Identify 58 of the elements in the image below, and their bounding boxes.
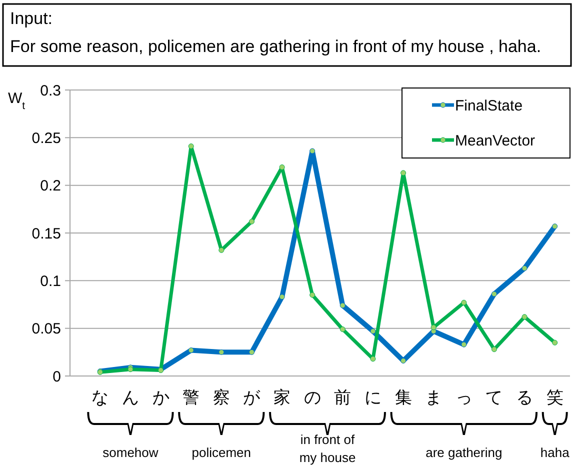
point	[491, 291, 497, 297]
point	[370, 328, 376, 334]
x-tick-label: て	[486, 388, 503, 407]
x-tick-label: の	[304, 388, 321, 407]
x-tick-label: っ	[455, 388, 472, 407]
point	[248, 349, 254, 355]
point	[340, 326, 346, 332]
text: somehow	[102, 445, 159, 460]
point	[400, 170, 406, 176]
y-axis-title: W$_{t}$	[8, 90, 26, 112]
x-tick-label: 集	[394, 388, 412, 407]
point	[248, 218, 254, 224]
y-tick-label: 0	[52, 368, 61, 386]
text: are gathering	[426, 445, 502, 460]
x-tick-label: な	[92, 388, 109, 407]
point	[310, 148, 316, 154]
point	[310, 292, 316, 298]
x-tick-label: 警	[182, 388, 200, 407]
x-tick-label: が	[243, 388, 262, 407]
text: haha	[540, 445, 570, 460]
point	[430, 324, 436, 330]
y-tick-label: 0.25	[32, 130, 61, 147]
text: in front of my house	[299, 432, 356, 465]
point	[370, 356, 376, 362]
x-tick-label: か	[152, 388, 170, 407]
x-tick-label: ま	[425, 388, 442, 407]
chart-title: Input:	[10, 9, 53, 28]
x-tick-label: 家	[274, 388, 291, 407]
point	[279, 294, 285, 300]
point	[552, 224, 558, 230]
point	[218, 349, 224, 355]
text: policemen	[192, 445, 252, 460]
point	[461, 342, 467, 348]
point	[188, 143, 194, 150]
y-tick-label: 0.15	[32, 225, 61, 242]
legend-label: MeanVector	[455, 132, 536, 150]
point	[491, 346, 497, 352]
y-tick-label: 0.2	[40, 178, 61, 195]
x-tick-label: 察	[212, 388, 230, 407]
point	[400, 358, 406, 364]
point	[279, 164, 285, 170]
point	[188, 347, 194, 354]
x-tick-label: る	[516, 388, 534, 407]
point	[522, 314, 528, 320]
point	[552, 340, 558, 346]
point	[461, 300, 467, 306]
point	[218, 247, 224, 253]
point	[340, 302, 346, 308]
x-tick-label: 前	[334, 388, 352, 407]
y-tick-label: 0.05	[32, 320, 61, 338]
y-tick-label: 0.1	[40, 272, 61, 290]
y-tick-label: 0.3	[40, 82, 61, 100]
x-tick-label: ん	[122, 388, 139, 407]
chart-subtitle: For some reason, policemen are gathering in front of my house , haha.	[10, 37, 542, 56]
legend-label: FinalState	[455, 97, 523, 114]
x-tick-label: に	[364, 388, 382, 407]
x-tick-label: 笑	[546, 388, 564, 407]
point	[522, 266, 528, 272]
